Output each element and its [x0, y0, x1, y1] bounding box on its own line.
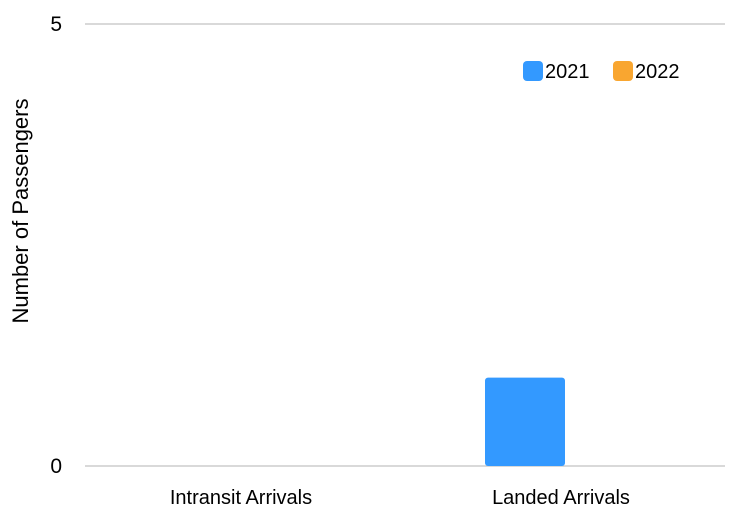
legend[interactable]: 2021 2022 [523, 61, 680, 83]
y-axis-title: Number of Passengers [8, 99, 33, 324]
legend-label-2022: 2022 [635, 61, 680, 83]
y-tick-label-5: 5 [50, 13, 62, 36]
x-category-labels: Intransit Arrivals Landed Arrivals [170, 487, 630, 507]
legend-item-2021[interactable]: 2021 [523, 61, 590, 83]
y-tick-label-0: 0 [50, 455, 62, 478]
legend-swatch-2022 [613, 61, 633, 81]
legend-swatch-2021 [523, 61, 543, 81]
bars [485, 377, 565, 466]
gridlines [85, 23, 725, 467]
bar-2021-1[interactable] [485, 377, 565, 466]
y-tick-labels: 05 [50, 13, 62, 478]
x-category-label-0: Intransit Arrivals [170, 487, 312, 507]
legend-label-2021: 2021 [545, 61, 590, 83]
x-category-label-1: Landed Arrivals [492, 487, 630, 507]
legend-item-2022[interactable]: 2022 [613, 61, 680, 83]
